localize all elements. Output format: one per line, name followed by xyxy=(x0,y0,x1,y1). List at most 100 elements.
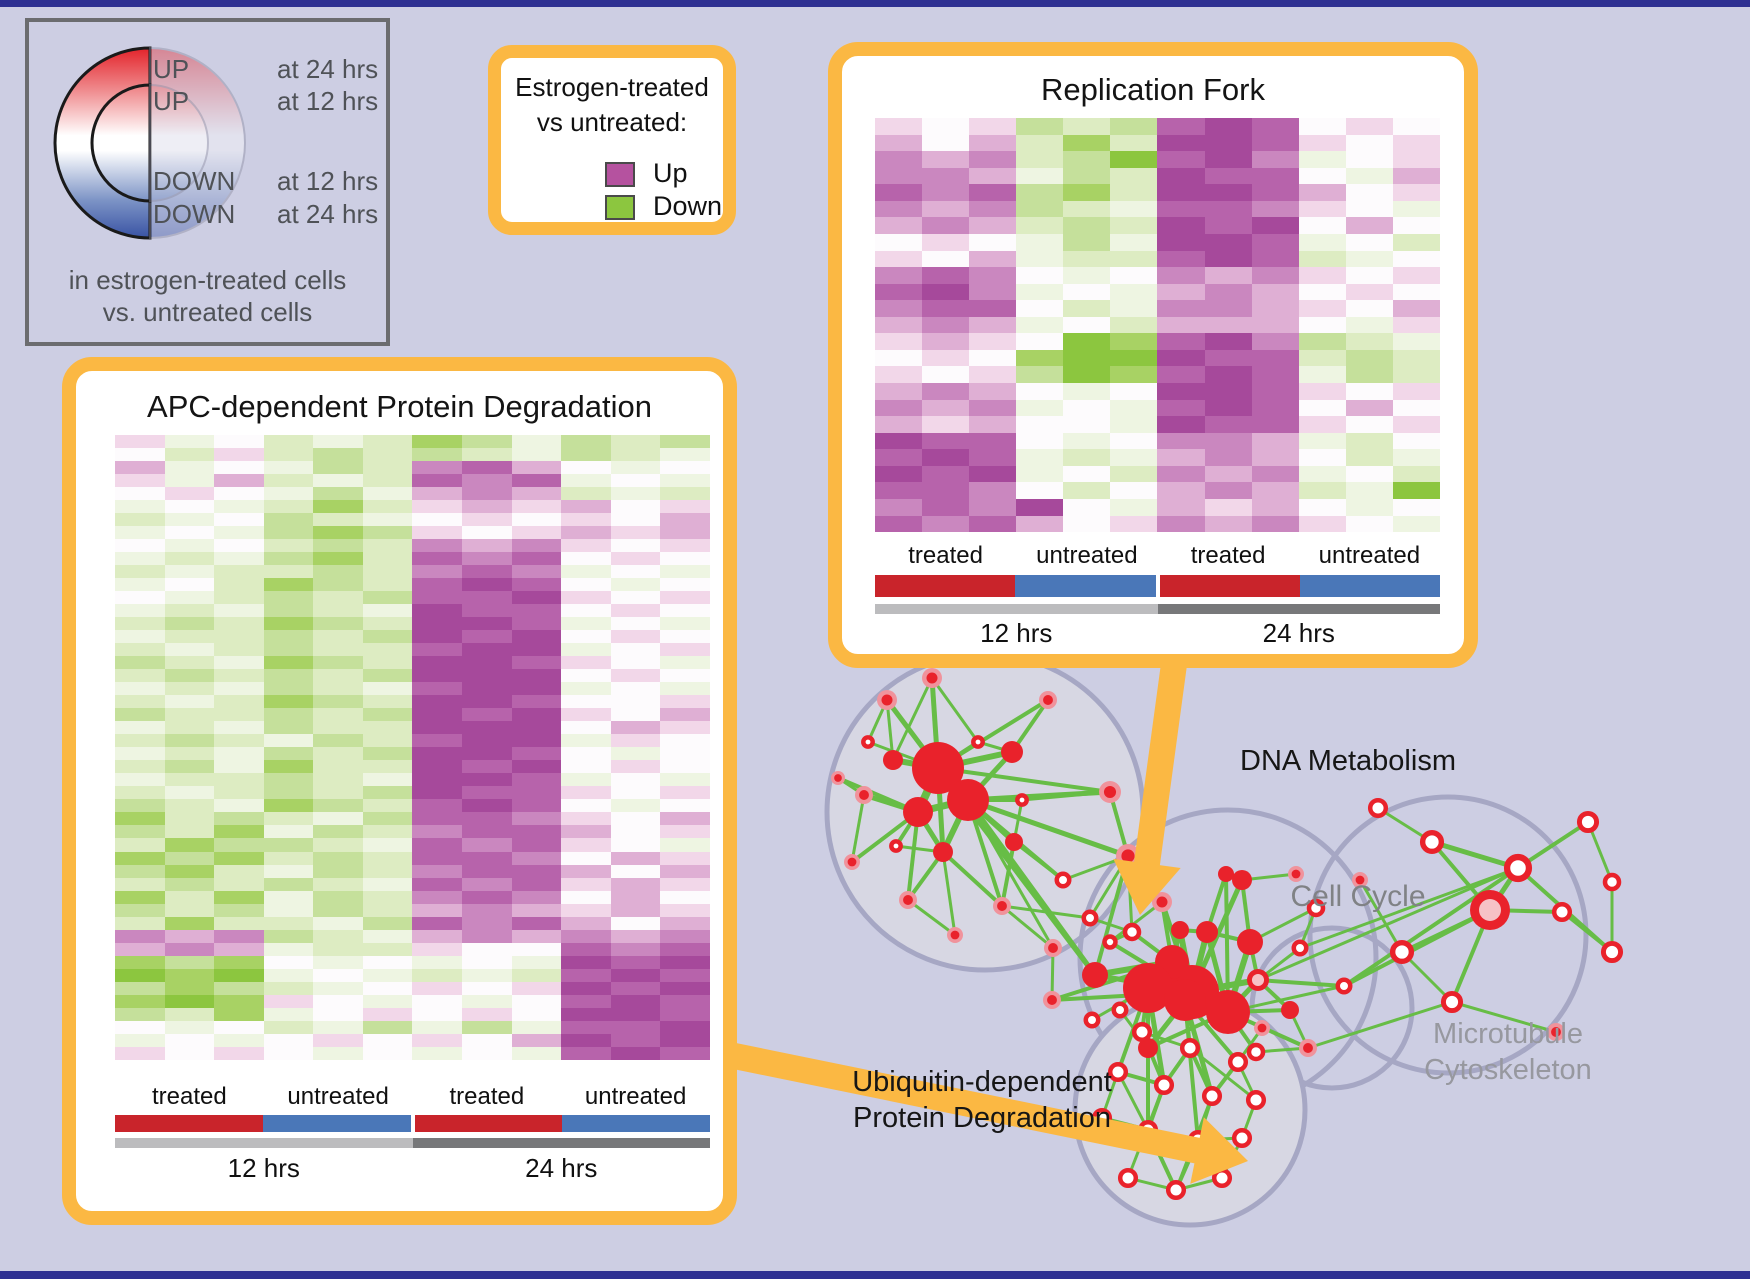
heatmap-cell xyxy=(1016,283,1064,301)
heatmap-cell xyxy=(1204,217,1252,234)
heatmap-cell xyxy=(922,151,970,168)
heatmap-row xyxy=(115,955,710,969)
heatmap-cell xyxy=(561,812,611,826)
heatmap-cell xyxy=(1392,399,1440,417)
apc-heatmap xyxy=(115,435,710,1060)
heatmap-cell xyxy=(214,851,264,865)
gene-node-core xyxy=(847,857,857,867)
gene-node-ring xyxy=(971,735,985,749)
heatmap-cell xyxy=(875,416,923,433)
replication-fork-title: Replication Fork xyxy=(1041,72,1265,107)
heatmap-cell xyxy=(660,500,710,514)
heatmap-cell xyxy=(362,1033,413,1047)
heatmap-cell xyxy=(660,1033,710,1047)
heatmap-cell xyxy=(462,903,512,917)
heatmap-cell xyxy=(1345,184,1393,201)
gene-node-solid xyxy=(912,742,964,794)
heatmap-cell xyxy=(969,482,1017,499)
heatmap-cell xyxy=(610,825,661,839)
heatmap-cell xyxy=(362,1020,413,1034)
heatmap-cell xyxy=(263,890,314,904)
heatmap-cell xyxy=(922,217,970,234)
heatmap-cell xyxy=(313,786,363,800)
heatmap-cell xyxy=(561,552,611,566)
heatmap-cell xyxy=(462,799,512,813)
heatmap-row xyxy=(115,474,710,488)
heatmap-cell xyxy=(1345,366,1393,383)
heatmap-cell xyxy=(313,461,363,475)
heatmap-cell xyxy=(1251,416,1299,433)
heatmap-row xyxy=(875,283,1440,301)
heatmap-cell xyxy=(511,500,562,514)
heatmap-row xyxy=(875,383,1440,400)
heatmap-cell xyxy=(561,1007,611,1021)
heatmap-cell xyxy=(1392,465,1440,483)
heatmap-cell xyxy=(1110,217,1158,234)
heatmap-cell xyxy=(462,604,512,618)
heatmap-cell xyxy=(214,721,264,735)
network-edge xyxy=(930,677,980,743)
heatmap-cell xyxy=(362,695,413,709)
gene-node-solid xyxy=(1237,929,1263,955)
gene-node-core xyxy=(997,901,1007,911)
heatmap-cell xyxy=(1016,300,1064,317)
heatmap-row xyxy=(115,799,710,813)
heatmap-cell xyxy=(412,864,463,878)
heatmap-cell xyxy=(164,539,215,553)
heatmap-cell xyxy=(610,890,661,904)
network-edge xyxy=(1431,839,1519,871)
heatmap-row xyxy=(875,366,1440,383)
heatmap-row xyxy=(875,515,1440,533)
heatmap-cell xyxy=(1298,283,1346,301)
heatmap-cell xyxy=(875,316,923,334)
heatmap-cell xyxy=(462,448,512,462)
heatmap-cell xyxy=(875,151,923,168)
heatmap-cell xyxy=(115,539,165,553)
heatmap-cell xyxy=(462,981,512,995)
heatmap-cell xyxy=(1298,167,1346,185)
heatmap-cell xyxy=(1016,167,1064,185)
gene-node-core xyxy=(1156,896,1168,908)
network-edge xyxy=(1021,790,1111,802)
heatmap-cell xyxy=(214,955,264,969)
heatmap-cell xyxy=(660,487,710,501)
heatmap-cell xyxy=(412,617,463,631)
heatmap-cell xyxy=(313,591,363,605)
heatmap-cell xyxy=(362,786,413,800)
heatmap-cell xyxy=(263,435,314,449)
heatmap-cell xyxy=(115,786,165,800)
heatmap-cell xyxy=(412,448,463,462)
heatmap-row xyxy=(115,825,710,839)
heatmap-row xyxy=(115,708,710,722)
heatmap-cell xyxy=(561,500,611,514)
heatmap-cell xyxy=(561,890,611,904)
group-label: untreated xyxy=(584,1083,687,1110)
heatmap-cell xyxy=(462,1020,512,1034)
heatmap-row xyxy=(115,487,710,501)
heatmap-cell xyxy=(610,539,661,553)
gene-node-ring xyxy=(1246,1042,1266,1062)
heatmap-cell xyxy=(969,134,1017,152)
heatmap-cell xyxy=(1298,134,1346,152)
heatmap-cell xyxy=(561,786,611,800)
heatmap-cell xyxy=(1157,300,1205,317)
heatmap-cell xyxy=(1016,134,1064,152)
hrs12-bar-segment xyxy=(875,604,1158,614)
heatmap-cell xyxy=(313,838,363,852)
heatmap-cell xyxy=(412,994,463,1008)
heatmap-cell xyxy=(1392,432,1440,450)
up-swatch-label: Up xyxy=(653,158,688,188)
heatmap-cell xyxy=(1204,366,1252,383)
heatmap-cell xyxy=(561,474,611,488)
heatmap-cell xyxy=(610,591,661,605)
heatmap-cell xyxy=(1298,217,1346,234)
heatmap-cell xyxy=(214,1007,264,1021)
heatmap-cell xyxy=(164,942,215,956)
heatmap-cell xyxy=(164,526,215,540)
heatmap-cell xyxy=(313,656,363,670)
heatmap-cell xyxy=(610,955,661,969)
heatmap-cell xyxy=(1110,349,1158,367)
heatmap-cell xyxy=(610,994,661,1008)
gene-node-core xyxy=(1103,785,1117,799)
heatmap-cell xyxy=(561,669,611,683)
